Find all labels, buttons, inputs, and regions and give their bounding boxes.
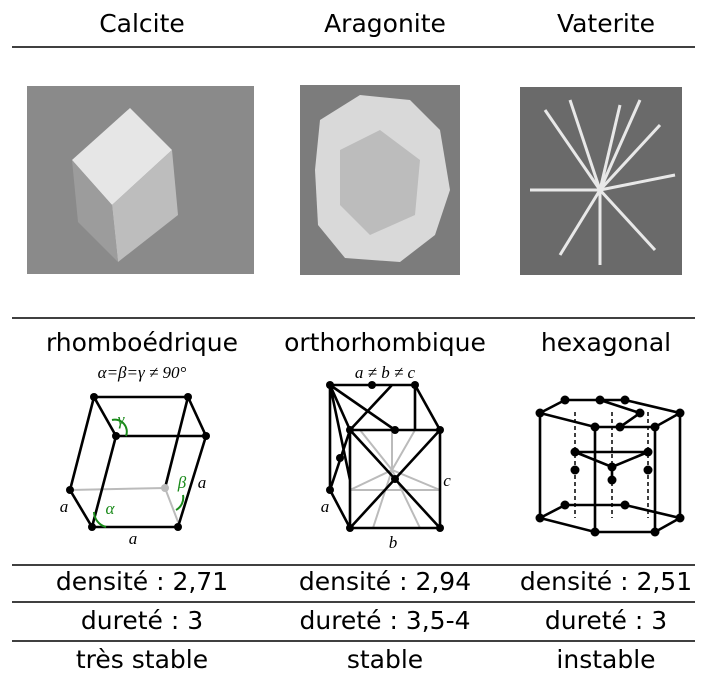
hardness: dureté : 3,5-4 [299, 606, 470, 635]
diagram-label: c [443, 471, 451, 490]
aragonite-photo [300, 85, 460, 275]
hardness: dureté : 3 [81, 606, 203, 635]
diagram-label: β [177, 473, 187, 492]
density: densité : 2,71 [56, 567, 228, 596]
density: densité : 2,51 [520, 567, 692, 596]
column-title: Calcite [99, 9, 185, 38]
column-title: Aragonite [324, 9, 446, 38]
diagram-label: b [389, 533, 398, 552]
stability: très stable [76, 645, 208, 674]
diagram-label: α [106, 499, 116, 518]
diagram-label: a [60, 497, 69, 516]
crystal-system: hexagonal [541, 328, 671, 357]
diagram-caption: a ≠ b ≠ c [355, 363, 416, 382]
diagram-label: a [198, 473, 207, 492]
column-title: Vaterite [557, 9, 655, 38]
stability: stable [347, 645, 423, 674]
crystal-system: rhomboédrique [46, 328, 238, 357]
vaterite-photo [520, 87, 682, 275]
diagram-label: a [321, 497, 330, 516]
aragonite-diagram [326, 381, 444, 532]
calcite-photo [27, 86, 254, 274]
hardness: dureté : 3 [545, 606, 667, 635]
crystal-system: orthorhombique [284, 328, 486, 357]
vaterite-diagram [536, 396, 685, 537]
calcite-diagram [66, 393, 210, 531]
page: {"table": {"columns": [ {"name": "Calcit… [0, 0, 706, 678]
density: densité : 2,94 [299, 567, 471, 596]
diagram-label: a [129, 529, 138, 548]
table: Calcite rhomboédrique densité : 2,71 dureté… [0, 0, 706, 678]
diagram-caption: α=β=γ ≠ 90° [98, 363, 187, 382]
stability: instable [556, 645, 655, 674]
